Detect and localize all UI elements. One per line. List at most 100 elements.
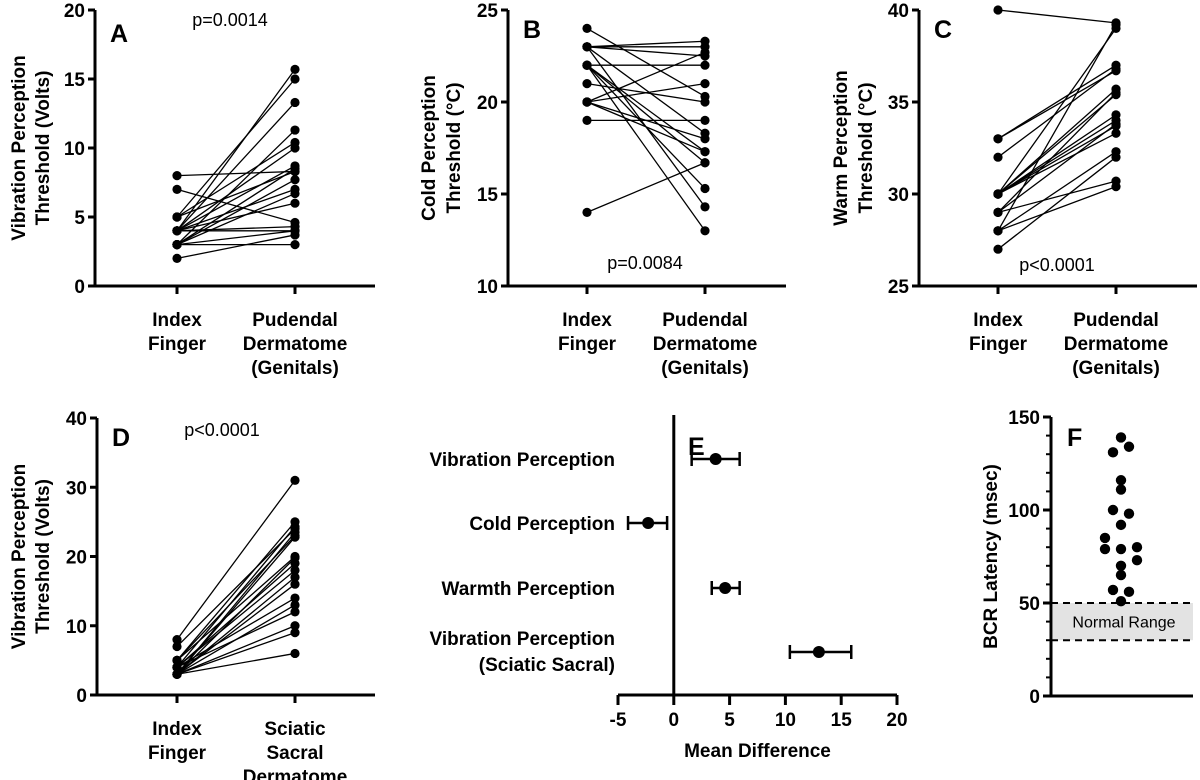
data-point-dermatome: [700, 79, 710, 89]
mean-point: [719, 582, 732, 594]
pair-line: [997, 92, 1117, 213]
y-axis-title: Threshold (Volts): [33, 71, 54, 226]
pair-line: [586, 64, 706, 164]
pair-line: [176, 652, 296, 675]
y-tick-label: 25: [888, 277, 910, 298]
data-point-dermatome: [290, 64, 300, 74]
panel-b: 10 15 20 25 Index Finger Pudendal Dermatome (Gen…: [419, 1, 786, 379]
x-category-label: Index: [152, 719, 202, 740]
pair-line: [176, 604, 296, 675]
x-category-label: (Genitals): [1072, 358, 1160, 379]
y-axis-title: Vibration Perception: [9, 55, 30, 240]
data-point-dermatome: [290, 532, 300, 542]
x-category-label: Finger: [148, 743, 207, 764]
data-point-dermatome: [290, 621, 300, 631]
x-tick-label: -5: [610, 710, 627, 731]
panel-letter: A: [110, 20, 128, 48]
data-point-index-finger: [993, 152, 1003, 162]
data-point-dermatome: [290, 230, 300, 240]
data-point-dermatome: [700, 226, 710, 236]
p-value: p<0.0001: [184, 420, 260, 440]
pair-line: [997, 132, 1117, 195]
pair-line: [997, 125, 1117, 195]
y-tick-label: 25: [477, 1, 499, 22]
pair-line: [586, 64, 706, 232]
x-category-label: Dermatome: [243, 767, 348, 780]
pair-line: [176, 526, 296, 668]
data-point: [1115, 569, 1127, 581]
data-point-dermatome: [1111, 119, 1121, 129]
pair-line: [176, 179, 296, 246]
pair-line: [997, 24, 1117, 232]
pair-line: [176, 576, 296, 675]
pair-line: [176, 479, 296, 640]
data-point-dermatome: [290, 175, 300, 185]
data-point-index-finger: [172, 669, 182, 679]
data-point-dermatome: [700, 183, 710, 194]
data-point: [1115, 432, 1127, 443]
y-tick-label: 5: [74, 208, 85, 229]
data-point-dermatome: [700, 60, 710, 70]
pair-line: [176, 234, 296, 260]
row-label: (Sciatic Sacral): [479, 655, 615, 676]
data-point-index-finger: [172, 641, 182, 652]
pair-line: [586, 46, 706, 134]
pair-line: [176, 521, 296, 661]
panel-letter: F: [1067, 424, 1082, 452]
data-point: [1099, 532, 1111, 544]
x-category-label: Pudendal: [1073, 310, 1159, 331]
data-point-dermatome: [290, 97, 300, 108]
panel-letter: D: [112, 424, 130, 452]
pair-line: [997, 151, 1117, 232]
y-tick-label: 20: [66, 548, 87, 569]
mean-point: [642, 517, 655, 529]
data-point-index-finger: [993, 207, 1003, 217]
pair-line: [176, 78, 296, 218]
pair-line: [997, 156, 1117, 250]
data-point-index-finger: [172, 171, 182, 181]
data-point-index-finger: [582, 60, 592, 70]
y-tick-label: 15: [64, 70, 86, 91]
x-category-label: Index: [562, 310, 612, 331]
pair-line: [176, 528, 296, 647]
x-category-label: Finger: [558, 334, 617, 355]
data-point: [1131, 542, 1143, 553]
row-label: Cold Perception: [469, 514, 615, 535]
y-tick-label: 35: [888, 93, 910, 114]
pair-line: [176, 226, 296, 232]
y-tick-label: 20: [64, 1, 85, 22]
data-point-index-finger: [582, 207, 592, 217]
pair-line: [176, 557, 296, 675]
x-tick-label: 0: [669, 710, 680, 731]
p-value: p=0.0084: [607, 253, 683, 273]
pair-line: [176, 583, 296, 675]
y-axis-title: Threshold (°C): [444, 82, 465, 213]
y-tick-label: 30: [66, 478, 87, 499]
pair-line: [997, 70, 1117, 140]
data-point-dermatome: [1111, 128, 1121, 138]
y-axis-title: Vibration Perception: [9, 464, 30, 649]
y-tick-label: 10: [66, 617, 87, 638]
panel-f: Normal Range 0 50 100 150 BCR Latency (msec) F: [981, 408, 1193, 708]
x-category-label: (Genitals): [661, 358, 749, 379]
data-point: [1107, 504, 1119, 516]
row-label: Vibration Perception: [430, 450, 615, 471]
y-axis-title: Threshold (°C): [856, 82, 877, 213]
pair-line: [997, 186, 1117, 232]
data-point-index-finger: [993, 5, 1003, 15]
data-point-index-finger: [172, 662, 182, 672]
x-category-label: Pudendal: [252, 310, 338, 331]
data-point: [1107, 447, 1119, 458]
pair-line: [997, 94, 1117, 195]
x-category-label: Finger: [969, 334, 1028, 355]
pair-line: [176, 165, 296, 232]
p-value: p<0.0001: [1019, 255, 1095, 275]
data-point-index-finger: [582, 23, 592, 33]
pair-line: [997, 9, 1117, 24]
y-tick-label: 10: [64, 139, 85, 160]
pair-line: [586, 162, 706, 213]
data-point: [1123, 508, 1135, 519]
y-tick-label: 40: [66, 409, 87, 430]
data-point-dermatome: [290, 628, 300, 638]
